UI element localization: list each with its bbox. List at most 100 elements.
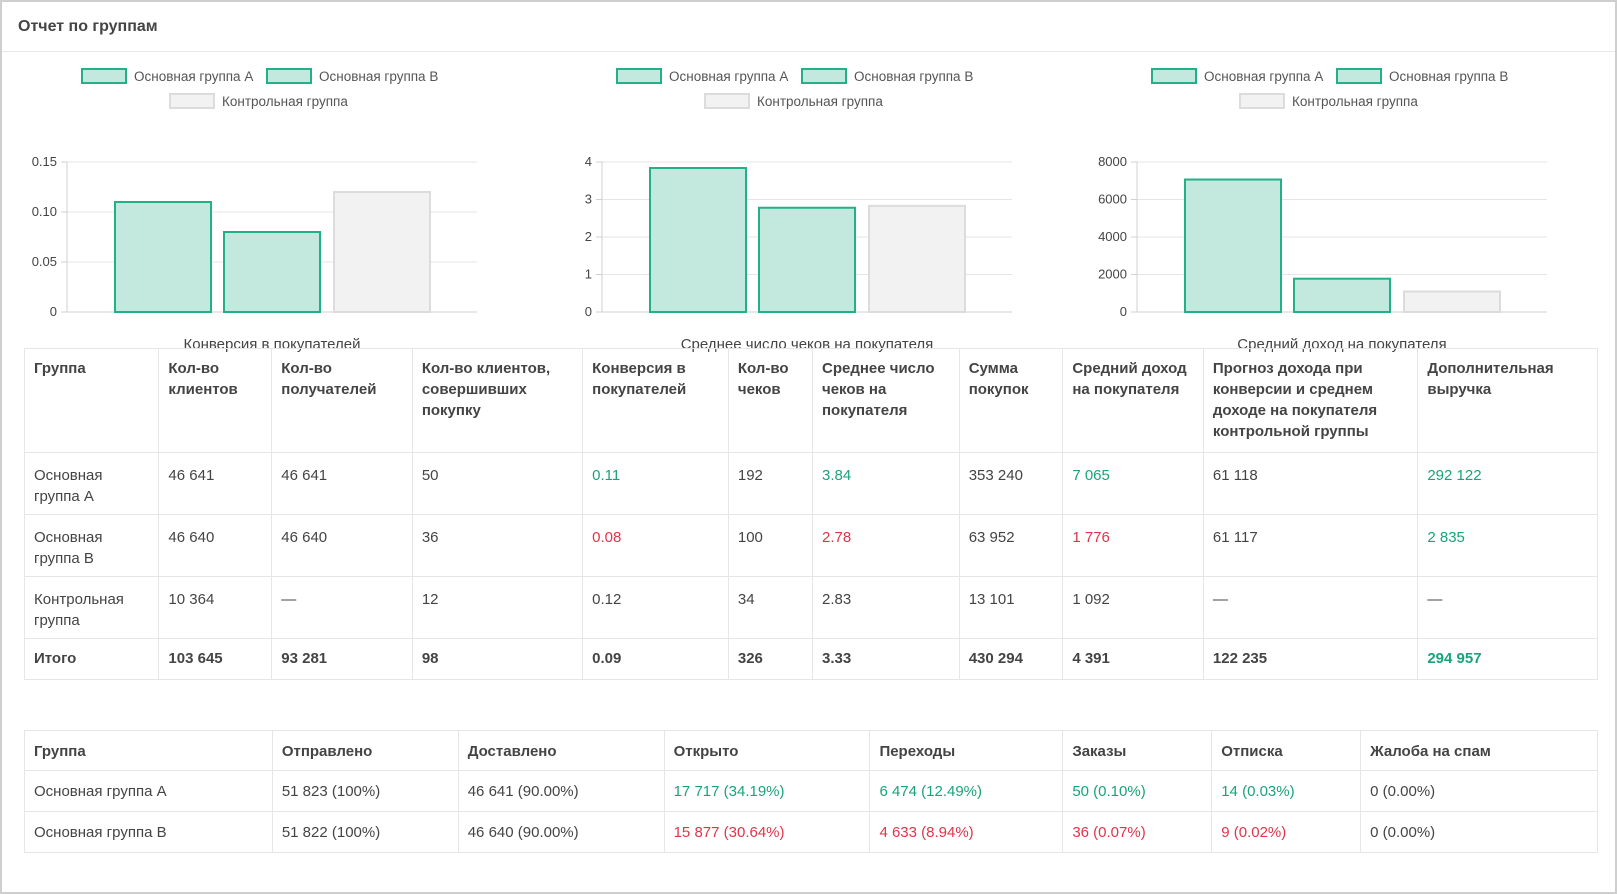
y-tick-label: 3 xyxy=(585,192,592,207)
column-header[interactable]: Открыто xyxy=(663,730,871,771)
column-header[interactable]: Кол-во клиентов, совершивших покупку xyxy=(411,348,584,453)
bar-control[interactable] xyxy=(868,204,966,313)
column-header[interactable]: Сумма покупок xyxy=(958,348,1064,453)
column-header[interactable]: Прогноз дохода при конверсии и среднем д… xyxy=(1202,348,1419,453)
legend-item-group-b[interactable]: Основная группа В xyxy=(1336,68,1508,84)
value-cell: 17 717 (34.19%) xyxy=(663,770,871,812)
value-cell: 326 xyxy=(727,638,813,680)
legend-label: Контрольная группа xyxy=(222,94,348,109)
legend-label: Основная группа А xyxy=(1204,69,1323,84)
table-row: Основная группа А 46 641 46 641 50 0.11 192 3.… xyxy=(23,452,1598,515)
legend-swatch xyxy=(1336,68,1382,84)
bar-group-a[interactable] xyxy=(1184,178,1282,313)
y-tick-label: 0 xyxy=(1120,304,1127,319)
bar-group-b[interactable] xyxy=(223,231,321,313)
legend-label: Контрольная группа xyxy=(757,94,883,109)
value-cell: 1 776 xyxy=(1062,514,1204,577)
value-cell: 46 641 (90.00%) xyxy=(457,770,665,812)
mailing-table: Группа Отправлено Доставлено Открыто Переход… xyxy=(24,730,1598,853)
column-header[interactable]: Средний доход на покупателя xyxy=(1062,348,1204,453)
column-header[interactable]: Кол-во клиентов xyxy=(158,348,273,453)
value-cell: 36 (0.07%) xyxy=(1062,811,1213,853)
value-cell: — xyxy=(271,576,413,639)
chart-avg-revenue: Основная группа А Основная группа В Контро… xyxy=(1092,52,1612,352)
legend-item-group-a[interactable]: Основная группа А xyxy=(81,68,253,84)
value-cell: 0.12 xyxy=(582,576,729,639)
legend-item-group-b[interactable]: Основная группа В xyxy=(266,68,438,84)
value-cell: 0.09 xyxy=(582,638,729,680)
value-cell: 430 294 xyxy=(958,638,1064,680)
summary-table-header: Группа Кол-во клиентов Кол-во получателей К… xyxy=(23,348,1598,453)
bar-control[interactable] xyxy=(333,191,431,313)
legend-item-group-a[interactable]: Основная группа А xyxy=(1151,68,1323,84)
legend-label: Основная группа В xyxy=(854,69,973,84)
column-header[interactable]: Конверсия в покупателей xyxy=(582,348,729,453)
column-header[interactable]: Среднее число чеков на покупателя xyxy=(811,348,960,453)
legend-item-control[interactable]: Контрольная группа xyxy=(169,93,348,109)
group-name-cell: Итого xyxy=(23,638,160,680)
value-cell: 15 877 (30.64%) xyxy=(663,811,871,853)
bar-group-a[interactable] xyxy=(114,201,212,313)
chart-svg: Основная группа А Основная группа В Контро… xyxy=(1098,68,1547,352)
y-tick-label: 0.15 xyxy=(32,154,57,169)
legend-item-group-a[interactable]: Основная группа А xyxy=(616,68,788,84)
value-cell: 1 092 xyxy=(1062,576,1204,639)
y-tick-label: 0.10 xyxy=(32,204,57,219)
legend-item-control[interactable]: Контрольная группа xyxy=(704,93,883,109)
table-row: Контрольная группа 10 364—12 0.12 34 2.83 13 … xyxy=(23,576,1598,639)
column-header[interactable]: Дополнительная выручка xyxy=(1417,348,1598,453)
group-name-cell: Основная группа В xyxy=(24,811,273,853)
value-cell: 0.11 xyxy=(582,452,729,515)
column-header[interactable]: Группа xyxy=(23,348,160,453)
value-cell: 192 xyxy=(727,452,813,515)
column-header[interactable]: Кол-во получателей xyxy=(271,348,413,453)
legend-swatch xyxy=(1239,93,1285,109)
value-cell: 9 (0.02%) xyxy=(1211,811,1362,853)
column-header[interactable]: Заказы xyxy=(1062,730,1213,771)
legend-label: Основная группа В xyxy=(319,69,438,84)
chart-svg: Основная группа А Основная группа В Контро… xyxy=(585,68,1012,352)
value-cell: — xyxy=(1202,576,1419,639)
value-cell: 93 281 xyxy=(271,638,413,680)
legend-item-group-b[interactable]: Основная группа В xyxy=(801,68,973,84)
value-cell: 100 xyxy=(727,514,813,577)
bar-group-a[interactable] xyxy=(649,167,747,313)
legend-item-control[interactable]: Контрольная группа xyxy=(1239,93,1418,109)
column-header[interactable]: Переходы xyxy=(869,730,1064,771)
value-cell: 50 (0.10%) xyxy=(1062,770,1213,812)
legend-swatch xyxy=(704,93,750,109)
value-cell: 63 952 xyxy=(958,514,1064,577)
value-cell: 3.84 xyxy=(811,452,960,515)
column-header[interactable]: Жалоба на спам xyxy=(1360,730,1598,771)
value-cell: 2 835 xyxy=(1417,514,1598,577)
table-row: Основная группа А 51 823 (100%) 46 641 (90… xyxy=(24,770,1598,812)
column-header[interactable]: Доставлено xyxy=(457,730,665,771)
value-cell: 61 117 xyxy=(1202,514,1419,577)
group-name-cell: Основная группа А xyxy=(24,770,273,812)
y-tick-label: 0 xyxy=(585,304,592,319)
y-tick-label: 6000 xyxy=(1098,192,1127,207)
value-cell: 294 957 xyxy=(1417,638,1598,680)
legend-label: Контрольная группа xyxy=(1292,94,1418,109)
bar-group-b[interactable] xyxy=(1293,277,1391,313)
column-header[interactable]: Отписка xyxy=(1211,730,1362,771)
charts-row: Основная группа А Основная группа В Контро… xyxy=(2,52,1615,352)
column-header[interactable]: Группа xyxy=(24,730,273,771)
value-cell: 0.08 xyxy=(582,514,729,577)
table-row: Основная группа В 46 640 46 640 36 0.08 100 2.… xyxy=(23,514,1598,577)
value-cell: 46 641 xyxy=(158,452,273,515)
bar-control[interactable] xyxy=(1403,290,1501,313)
group-name-cell: Основная группа А xyxy=(23,452,160,515)
legend-swatch xyxy=(81,68,127,84)
chart-conversion: Основная группа А Основная группа В Контро… xyxy=(22,52,542,352)
column-header[interactable]: Кол-во чеков xyxy=(727,348,813,453)
chart-svg: Основная группа А Основная группа В Контро… xyxy=(32,68,477,352)
value-cell: 292 122 xyxy=(1417,452,1598,515)
value-cell: 0 (0.00%) xyxy=(1360,811,1598,853)
value-cell: 0 (0.00%) xyxy=(1360,770,1598,812)
value-cell: 98 xyxy=(411,638,584,680)
bar-group-b[interactable] xyxy=(758,206,856,313)
value-cell: — xyxy=(1417,576,1598,639)
column-header[interactable]: Отправлено xyxy=(271,730,459,771)
